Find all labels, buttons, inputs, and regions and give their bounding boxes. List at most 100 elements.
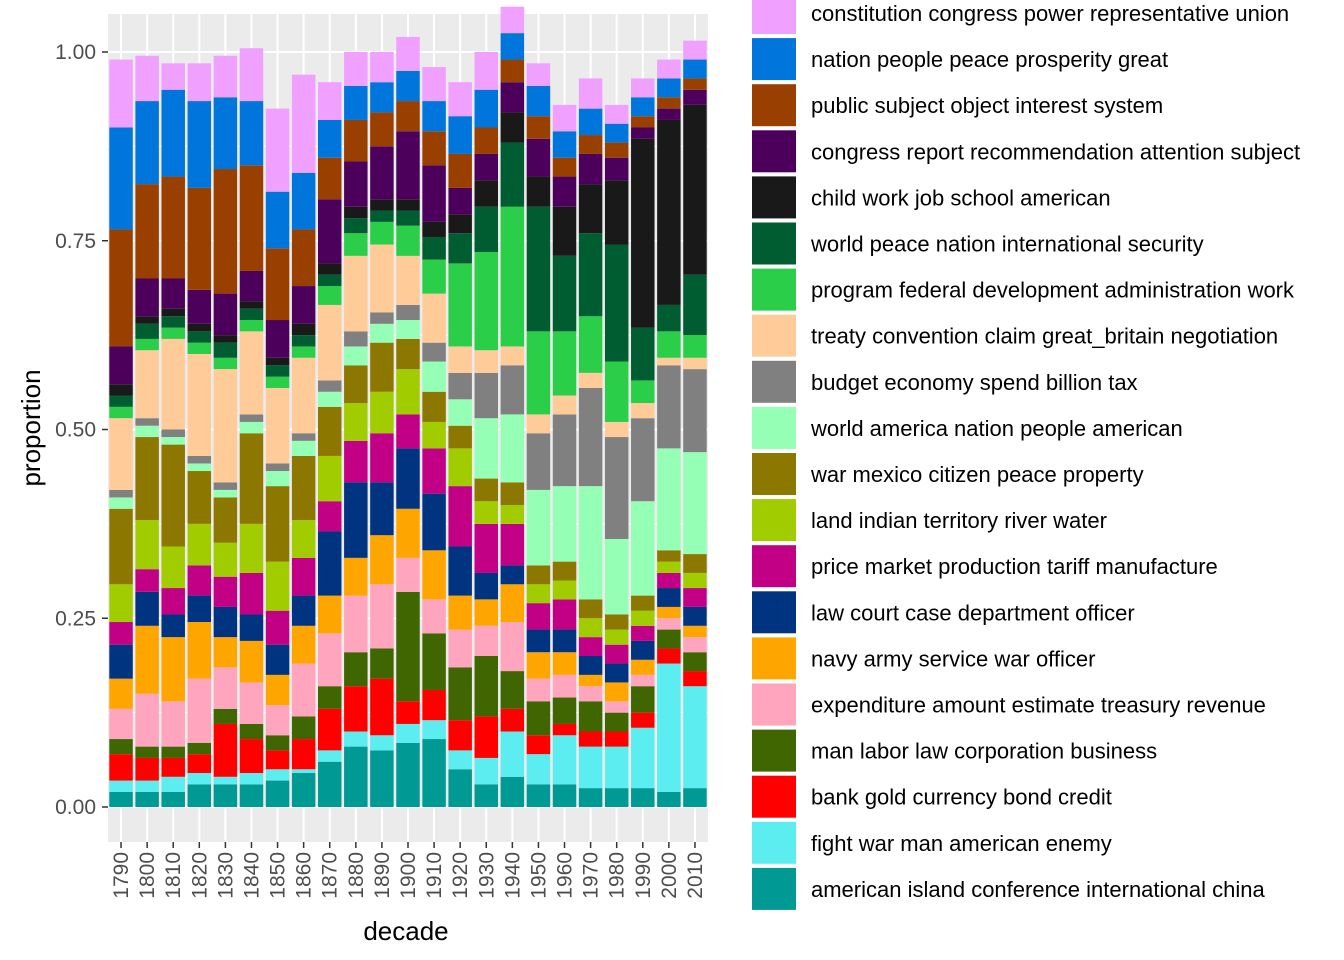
legend-label: american island conference international… <box>811 877 1265 902</box>
bar-segment <box>187 455 212 464</box>
bar-segment <box>422 67 446 102</box>
bar-segment <box>604 538 629 615</box>
bar-segment <box>135 425 159 438</box>
bar-segment <box>291 323 316 336</box>
bar-segment <box>422 421 446 449</box>
bar-segment <box>161 701 185 747</box>
x-tick-label: 2000 <box>658 852 681 899</box>
bar-segment <box>135 437 159 521</box>
legend-key <box>752 867 796 910</box>
bar-segment <box>344 440 368 483</box>
bar-segment <box>552 629 577 653</box>
bar-segment <box>344 686 368 732</box>
bar-segment <box>448 153 472 188</box>
bar-segment <box>657 97 681 109</box>
bar-segment <box>657 629 681 649</box>
bar-segment <box>552 395 577 415</box>
bar-segment <box>291 520 316 558</box>
bar-segment <box>239 682 264 724</box>
bar-segment <box>448 346 472 373</box>
bar-segment <box>265 674 290 706</box>
bar-segment <box>631 403 655 419</box>
bar-segment <box>265 705 290 736</box>
bar-segment <box>578 731 603 747</box>
bar-segment <box>291 557 316 596</box>
bar-segment <box>526 754 551 785</box>
bar-segment <box>448 425 472 449</box>
bar-segment <box>683 637 707 653</box>
bar-segment <box>291 625 316 664</box>
bar-segment <box>526 176 551 207</box>
bar-segment <box>318 406 342 456</box>
bar-segment <box>657 59 681 79</box>
bar-segment <box>239 414 264 422</box>
bar-segment <box>318 708 342 751</box>
bar-segment <box>422 550 446 600</box>
bar-segment <box>370 750 394 807</box>
bar-segment <box>187 323 212 332</box>
bar-segment <box>291 335 316 347</box>
bar-segment <box>448 595 472 630</box>
x-tick-label: 1820 <box>188 852 211 899</box>
legend-label: land indian territory river water <box>811 508 1107 533</box>
bar-segment <box>448 750 472 770</box>
bar-segment <box>396 557 420 592</box>
bar-segment <box>422 493 446 551</box>
bar-segment <box>396 101 420 132</box>
bar-segment <box>500 565 525 585</box>
bar-segment <box>396 701 420 724</box>
bar-segment <box>500 523 525 566</box>
bar-segment <box>657 648 681 664</box>
bar-segment <box>552 486 577 562</box>
bar-segment <box>474 716 498 758</box>
bar-segment <box>265 735 290 751</box>
bar-segment <box>265 561 290 611</box>
bar-segment <box>161 89 185 177</box>
bar-segment <box>500 505 525 524</box>
bar-segment <box>135 323 159 339</box>
bar-segment <box>657 550 681 562</box>
legend-label: nation people peace prosperity great <box>811 47 1168 72</box>
bar-segment <box>291 357 316 434</box>
bar-segment <box>109 406 133 419</box>
legend-key <box>752 0 796 34</box>
bar-segment <box>109 395 133 407</box>
bar-segment <box>500 112 525 143</box>
bar-segment <box>683 652 707 672</box>
bar-segment <box>318 455 342 502</box>
bar-segment <box>344 255 368 332</box>
bar-segment <box>213 723 238 777</box>
bar-segment <box>187 342 212 354</box>
bar-segment <box>500 206 525 347</box>
x-tick-label: 1960 <box>554 852 577 899</box>
bar-segment <box>187 354 212 456</box>
bar-segment <box>344 233 368 256</box>
bar-segment <box>135 316 159 324</box>
legend-label: world america nation people american <box>810 416 1183 441</box>
bar-segment <box>135 780 159 792</box>
bar-segment <box>265 387 290 464</box>
bar-segment <box>161 437 185 445</box>
bar-segment <box>318 633 342 687</box>
bar-segment <box>422 599 446 634</box>
bar-segment <box>265 644 290 675</box>
bar-segment <box>187 471 212 524</box>
legend-key <box>752 84 796 127</box>
bar-segment <box>109 384 133 396</box>
bar-segment <box>552 206 577 256</box>
x-tick-label: 1900 <box>397 852 420 899</box>
bar-segment <box>552 784 577 807</box>
bar-segment <box>370 221 394 245</box>
bar-segment <box>370 52 394 83</box>
bar-segment <box>657 357 681 366</box>
bar-segment <box>239 48 264 102</box>
bar-segment <box>396 304 420 321</box>
bar-segment <box>657 572 681 589</box>
bar-segment <box>552 561 577 581</box>
bar-segment <box>109 508 133 585</box>
bar-segment <box>448 769 472 807</box>
legend-key <box>752 268 796 311</box>
bar-segment <box>578 184 603 234</box>
bar-segment <box>344 731 368 747</box>
bar-segment <box>604 180 629 245</box>
